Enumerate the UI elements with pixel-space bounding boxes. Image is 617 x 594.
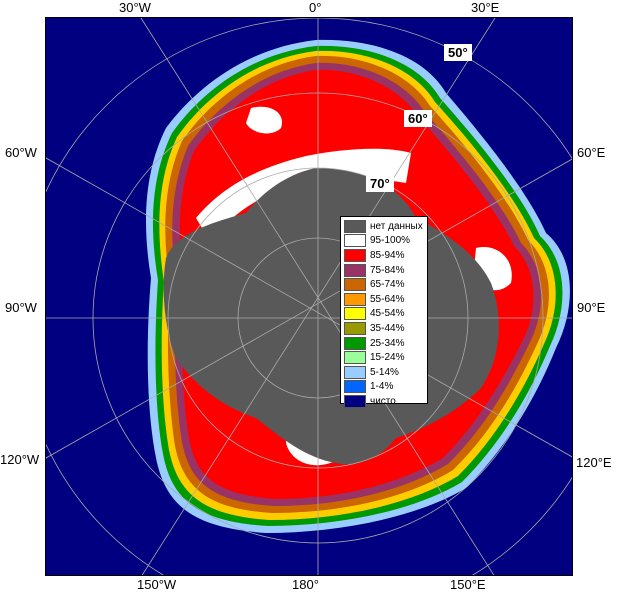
legend-swatch bbox=[344, 321, 366, 335]
legend-item: 25-34% bbox=[344, 336, 424, 351]
legend-swatch bbox=[344, 248, 366, 262]
ice-full-patch bbox=[246, 106, 282, 134]
lon-label-bottom: 180° bbox=[292, 577, 319, 592]
lon-label-top: 0° bbox=[309, 0, 322, 15]
lon-label-right: 90°E bbox=[577, 300, 606, 315]
legend-label: 75-84% bbox=[370, 264, 405, 276]
legend-label: 25-34% bbox=[370, 337, 405, 349]
lon-label-left: 90°W bbox=[5, 300, 37, 315]
legend-swatch bbox=[344, 380, 366, 394]
legend-item: 35-44% bbox=[344, 321, 424, 336]
sea-ice-map bbox=[45, 17, 573, 576]
legend-swatch bbox=[344, 263, 366, 277]
legend-label: 45-54% bbox=[370, 308, 405, 320]
legend-label: нет данных bbox=[370, 220, 423, 232]
legend-swatch bbox=[344, 234, 366, 248]
legend-label: 95-100% bbox=[370, 235, 411, 247]
legend-item: 95-100% bbox=[344, 234, 424, 249]
lon-label-bottom: 150°E bbox=[450, 577, 486, 592]
legend-label: 65-74% bbox=[370, 279, 405, 291]
lon-label-right: 120°E bbox=[576, 455, 612, 470]
lon-label-right: 60°E bbox=[577, 145, 606, 160]
lon-label-left: 60°W bbox=[5, 145, 37, 160]
legend-item: 15-24% bbox=[344, 350, 424, 365]
concentration-legend: нет данных 95-100% 85-94% 75-84% 65-74% 55-64… bbox=[340, 216, 428, 408]
legend-item: чисто bbox=[344, 394, 424, 409]
legend-item: 5-14% bbox=[344, 365, 424, 380]
legend-item: нет данных bbox=[344, 219, 424, 234]
legend-item: 85-94% bbox=[344, 248, 424, 263]
lat-label: 60° bbox=[404, 110, 432, 127]
legend-item: 1-4% bbox=[344, 380, 424, 395]
legend-label: 55-64% bbox=[370, 293, 405, 305]
graticule bbox=[46, 18, 572, 575]
lon-label-bottom: 150°W bbox=[137, 577, 177, 592]
lat-label: 70° bbox=[366, 175, 394, 192]
legend-item: 65-74% bbox=[344, 277, 424, 292]
legend-swatch bbox=[344, 394, 366, 408]
legend-label: 5-14% bbox=[370, 366, 399, 378]
legend-item: 55-64% bbox=[344, 292, 424, 307]
legend-label: 1-4% bbox=[370, 381, 394, 393]
legend-swatch bbox=[344, 307, 366, 321]
legend-swatch bbox=[344, 365, 366, 379]
legend-swatch bbox=[344, 219, 366, 233]
map-canvas bbox=[46, 18, 572, 575]
legend-swatch bbox=[344, 278, 366, 292]
legend-swatch bbox=[344, 336, 366, 350]
legend-label: чисто bbox=[370, 395, 396, 407]
lon-label-left: 120°W bbox=[0, 452, 40, 467]
legend-label: 35-44% bbox=[370, 322, 405, 334]
ice-full-band bbox=[196, 148, 411, 243]
legend-label: 85-94% bbox=[370, 249, 405, 261]
legend-label: 15-24% bbox=[370, 352, 405, 364]
lon-label-top: 30°W bbox=[119, 0, 151, 15]
lon-label-top: 30°E bbox=[471, 0, 500, 15]
legend-item: 45-54% bbox=[344, 307, 424, 322]
legend-swatch bbox=[344, 351, 366, 365]
legend-item: 75-84% bbox=[344, 263, 424, 278]
legend-swatch bbox=[344, 292, 366, 306]
lat-label: 50° bbox=[444, 44, 472, 61]
